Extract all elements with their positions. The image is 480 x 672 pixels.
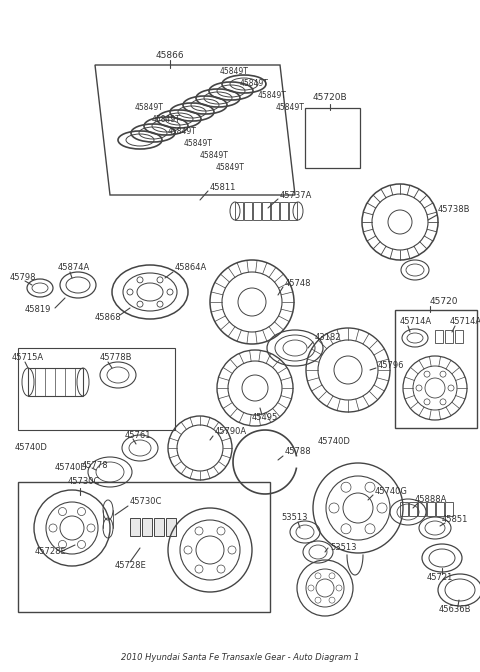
Text: 45788: 45788 bbox=[285, 448, 312, 456]
Bar bbox=[409, 502, 417, 516]
Bar bbox=[130, 518, 140, 536]
Text: 45796: 45796 bbox=[378, 360, 405, 370]
Text: 45849T: 45849T bbox=[200, 151, 229, 161]
Bar bbox=[142, 518, 152, 536]
Text: 45714A: 45714A bbox=[450, 317, 480, 327]
Bar bbox=[435, 330, 443, 343]
Text: 45495: 45495 bbox=[252, 413, 278, 423]
Text: 45849T: 45849T bbox=[276, 103, 305, 112]
Text: 45728E: 45728E bbox=[115, 560, 147, 569]
Text: 45849T: 45849T bbox=[258, 91, 287, 101]
Text: 45740D: 45740D bbox=[318, 437, 351, 446]
Text: 45721: 45721 bbox=[427, 573, 453, 583]
Bar bbox=[262, 202, 270, 220]
Text: 2010 Hyundai Santa Fe Transaxle Gear - Auto Diagram 1: 2010 Hyundai Santa Fe Transaxle Gear - A… bbox=[121, 653, 359, 663]
Text: 45888A: 45888A bbox=[415, 495, 447, 505]
Text: 45849T: 45849T bbox=[152, 116, 181, 124]
Text: 43182: 43182 bbox=[315, 333, 341, 343]
Bar bbox=[280, 202, 288, 220]
Bar bbox=[166, 518, 176, 536]
Text: 45868: 45868 bbox=[95, 314, 121, 323]
Bar bbox=[235, 202, 243, 220]
Text: 45819: 45819 bbox=[25, 306, 51, 314]
Bar bbox=[289, 202, 297, 220]
Text: 45714A: 45714A bbox=[400, 317, 432, 327]
Text: 45730C: 45730C bbox=[130, 497, 162, 507]
Text: 53513: 53513 bbox=[330, 544, 357, 552]
Text: 45761: 45761 bbox=[125, 431, 152, 439]
Bar bbox=[305, 108, 360, 168]
Text: 45849T: 45849T bbox=[220, 67, 249, 77]
Text: 45740G: 45740G bbox=[375, 487, 408, 497]
Text: 45738B: 45738B bbox=[438, 206, 470, 214]
Bar bbox=[400, 502, 408, 516]
Text: 45728E: 45728E bbox=[35, 548, 67, 556]
Text: 45874A: 45874A bbox=[58, 263, 90, 273]
Text: 45778: 45778 bbox=[82, 460, 108, 470]
Bar bbox=[154, 518, 164, 536]
Text: 45730C: 45730C bbox=[68, 478, 100, 487]
Bar bbox=[395, 310, 477, 428]
Text: 45866: 45866 bbox=[156, 50, 184, 60]
Text: 45849T: 45849T bbox=[184, 140, 213, 149]
Bar bbox=[436, 502, 444, 516]
Text: 45811: 45811 bbox=[210, 183, 236, 192]
Bar bbox=[244, 202, 252, 220]
Bar bbox=[418, 502, 426, 516]
Text: 45849T: 45849T bbox=[240, 79, 269, 89]
Bar bbox=[427, 502, 435, 516]
Text: 45737A: 45737A bbox=[280, 192, 312, 200]
Text: 45790A: 45790A bbox=[215, 427, 247, 437]
Text: 45778B: 45778B bbox=[100, 353, 132, 362]
Bar bbox=[28, 368, 83, 396]
Text: 45715A: 45715A bbox=[12, 353, 44, 362]
Bar bbox=[271, 202, 279, 220]
Text: 53513: 53513 bbox=[282, 513, 308, 523]
Bar bbox=[253, 202, 261, 220]
Text: 45849T: 45849T bbox=[216, 163, 245, 173]
Bar bbox=[445, 330, 453, 343]
Text: 45740D: 45740D bbox=[15, 444, 48, 452]
Text: 45720: 45720 bbox=[430, 298, 458, 306]
Bar bbox=[455, 330, 463, 343]
Text: 45636B: 45636B bbox=[439, 605, 471, 614]
Bar bbox=[445, 502, 453, 516]
Text: 45864A: 45864A bbox=[175, 263, 207, 273]
Text: 45748: 45748 bbox=[285, 280, 312, 288]
Text: 45849T: 45849T bbox=[168, 128, 197, 136]
Text: 45849T: 45849T bbox=[135, 103, 164, 112]
Text: 45720B: 45720B bbox=[312, 93, 348, 103]
Text: 45851: 45851 bbox=[442, 515, 468, 525]
Text: 45740D: 45740D bbox=[55, 464, 88, 472]
Text: 45798: 45798 bbox=[10, 274, 36, 282]
